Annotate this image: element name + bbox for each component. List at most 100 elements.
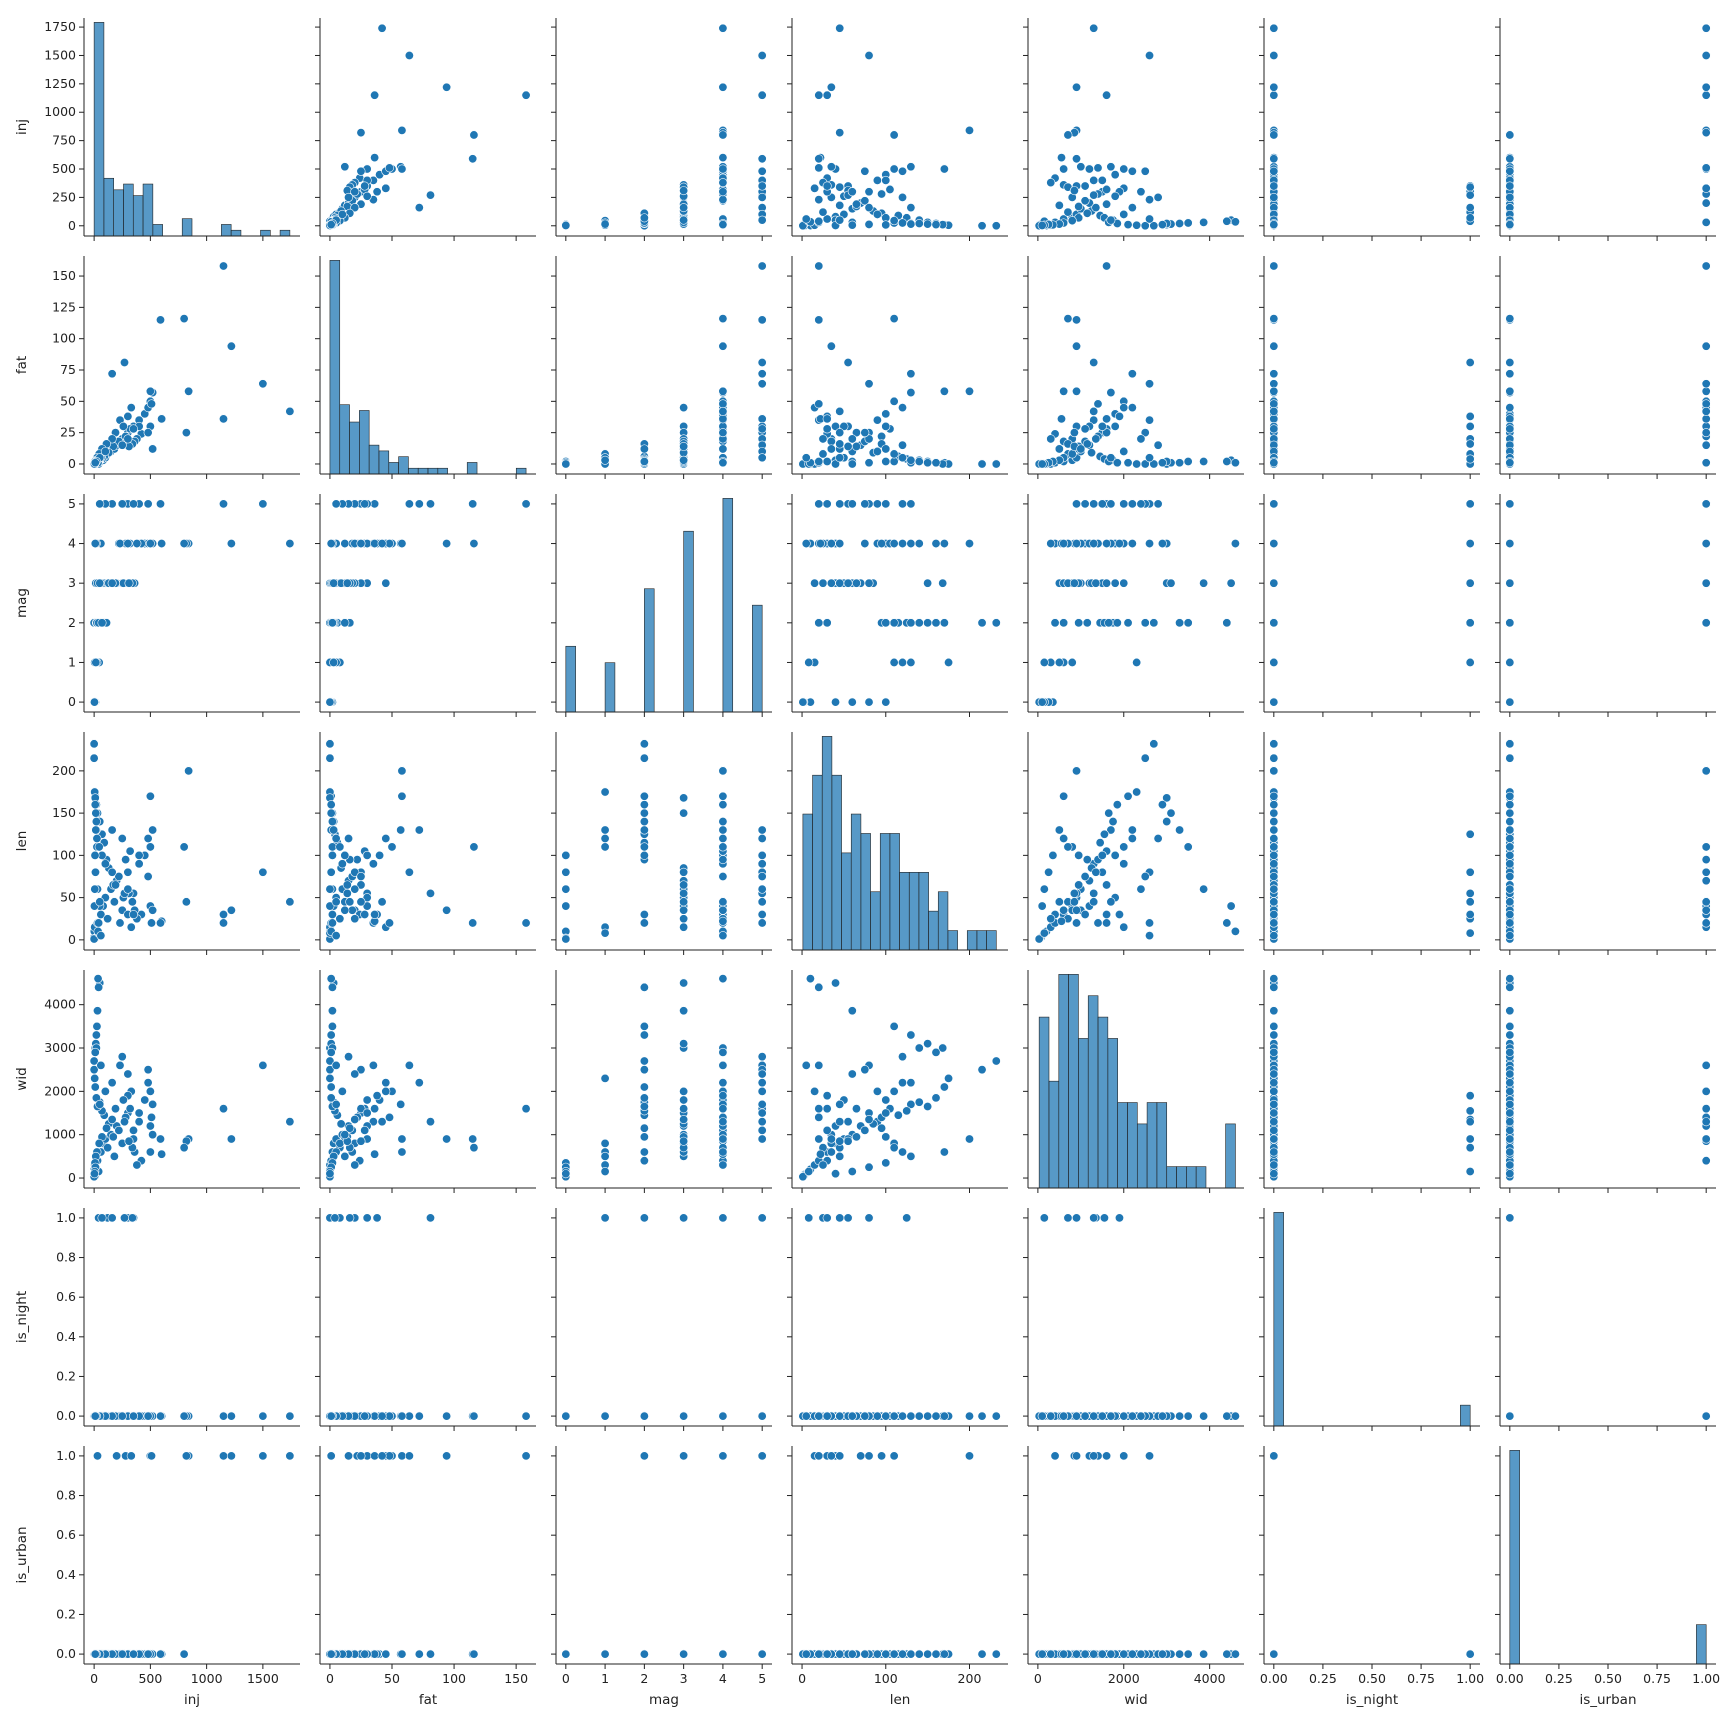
point-fat-is_urban-66 [1701,399,1711,409]
point-fat-mag-77 [757,357,767,367]
point-is_urban-wid-82 [1136,1649,1146,1659]
point-wid-fat-38 [326,1030,336,1040]
y-tick-label-mag: 2 [68,615,76,630]
point-fat-is_urban-79 [1505,314,1515,324]
point-len-fat-73 [442,905,452,915]
point-is_urban-is_night-75 [1269,1451,1279,1461]
point-mag-len-10 [818,578,828,588]
point-wid-len-62 [826,1147,836,1157]
point-wid-is_urban-73 [1701,1134,1711,1144]
y-tick-label-is_urban: 0.8 [56,1488,76,1503]
point-is_night-inj-77 [120,1213,130,1223]
point-wid-len-31 [931,1093,941,1103]
y-tick-label-inj: 1750 [44,19,76,34]
hist-bar-len-4 [841,852,852,951]
hist-bar-fat-9 [417,467,429,475]
point-wid-is_night-59 [1269,1169,1279,1179]
point-fat-wid-77 [1089,357,1099,367]
point-mag-inj-89 [129,499,139,509]
x-tick-label-wid: 2000 [1108,1671,1140,1686]
point-len-wid-58 [1039,884,1049,894]
y-tick-label-is_urban: 0.2 [56,1606,76,1621]
hist-bar-wid-2 [1058,974,1069,1189]
point-fat-is_urban-74 [1701,379,1711,389]
point-wid-len-44 [801,1060,811,1070]
point-is_urban-mag-46 [679,1451,689,1461]
point-is_night-len-47 [822,1213,832,1223]
point-mag-fat-79 [469,539,479,549]
point-inj-len-22 [885,184,895,194]
point-inj-fat-76 [468,154,478,164]
point-inj-wid-76 [1072,154,1082,164]
point-wid-is_night-77 [1465,1117,1475,1127]
hist-bar-wid-14 [1176,1166,1187,1189]
point-inj-is_night-50 [1465,203,1475,213]
point-mag-inj-45 [115,539,125,549]
point-mag-len-81 [860,499,870,509]
point-len-wid-41 [1226,901,1236,911]
point-fat-is_night-78 [1269,369,1279,379]
point-inj-len-67 [826,162,836,172]
point-inj-len-80 [939,164,949,174]
panel-len-vs-fat [315,732,536,955]
point-inj-len-69 [964,125,974,135]
point-is_night-len-28 [902,1213,912,1223]
point-is_night-is_urban-75 [1701,1411,1711,1421]
hist-bar-len-2 [821,736,833,951]
point-len-is_night-47 [1465,910,1475,920]
point-len-mag-20 [718,825,728,835]
point-fat-wid-50 [1091,434,1101,444]
x-tick-label-inj: 1000 [191,1671,223,1686]
point-inj-fat-81 [356,166,366,176]
point-len-wid-35 [1149,739,1159,749]
point-mag-wid-52 [1074,618,1084,628]
x-tick-label-fat: 100 [442,1671,466,1686]
point-inj-is_urban-83 [1505,192,1515,202]
point-wid-inj-53 [94,1138,104,1148]
point-wid-fat-80 [397,1147,407,1157]
point-len-fat-23 [352,855,362,865]
point-inj-wid-42 [1222,216,1232,226]
point-len-inj-72 [219,918,229,928]
x-tick-label-is_night: 0.25 [1309,1671,1337,1686]
point-wid-inj-22 [125,1104,135,1114]
point-fat-len-86 [914,456,924,466]
point-fat-inj-82 [123,434,133,444]
point-fat-is_night-16 [1465,421,1475,431]
point-fat-inj-81 [143,428,153,438]
point-len-is_night-28 [1465,829,1475,839]
panel-len-vs-is_urban [1495,732,1716,955]
hist-bar-inj-6 [152,224,163,237]
point-wid-fat-61 [350,1160,360,1170]
point-wid-is_urban-61 [1505,1160,1515,1170]
hist-bar-fat-7 [398,456,409,475]
point-inj-is_night-89 [1269,181,1279,191]
point-wid-len-68 [815,1149,825,1159]
point-fat-wid-83 [1153,440,1163,450]
point-wid-mag-33 [600,1073,610,1083]
point-wid-fat-68 [370,1149,380,1159]
point-inj-wid-88 [1097,175,1107,185]
point-len-inj-87 [90,800,100,810]
point-len-inj-15 [123,867,133,877]
point-len-is_urban-76 [1505,918,1515,928]
point-inj-len-73 [826,82,836,92]
point-fat-wid-66 [1093,399,1103,409]
point-len-fat-72 [521,918,531,928]
point-wid-len-32 [939,1082,949,1092]
point-mag-len-63 [835,578,845,588]
point-mag-wid-76 [1072,499,1082,509]
point-len-inj-35 [89,739,99,749]
point-inj-mag-64 [679,186,689,196]
point-len-is_night-77 [1465,888,1475,898]
point-fat-inj-75 [285,406,295,416]
point-inj-wid-48 [1110,191,1120,201]
point-inj-mag-89 [757,181,767,191]
point-wid-len-20 [906,1099,916,1109]
point-inj-is_urban-79 [1505,130,1515,140]
point-fat-inj-71 [219,414,229,424]
point-mag-fat-52 [340,618,350,628]
hist-bar-is_night-0 [1273,1212,1284,1427]
point-wid-len-36 [938,1043,948,1053]
hist-bar-len-11 [908,872,920,951]
